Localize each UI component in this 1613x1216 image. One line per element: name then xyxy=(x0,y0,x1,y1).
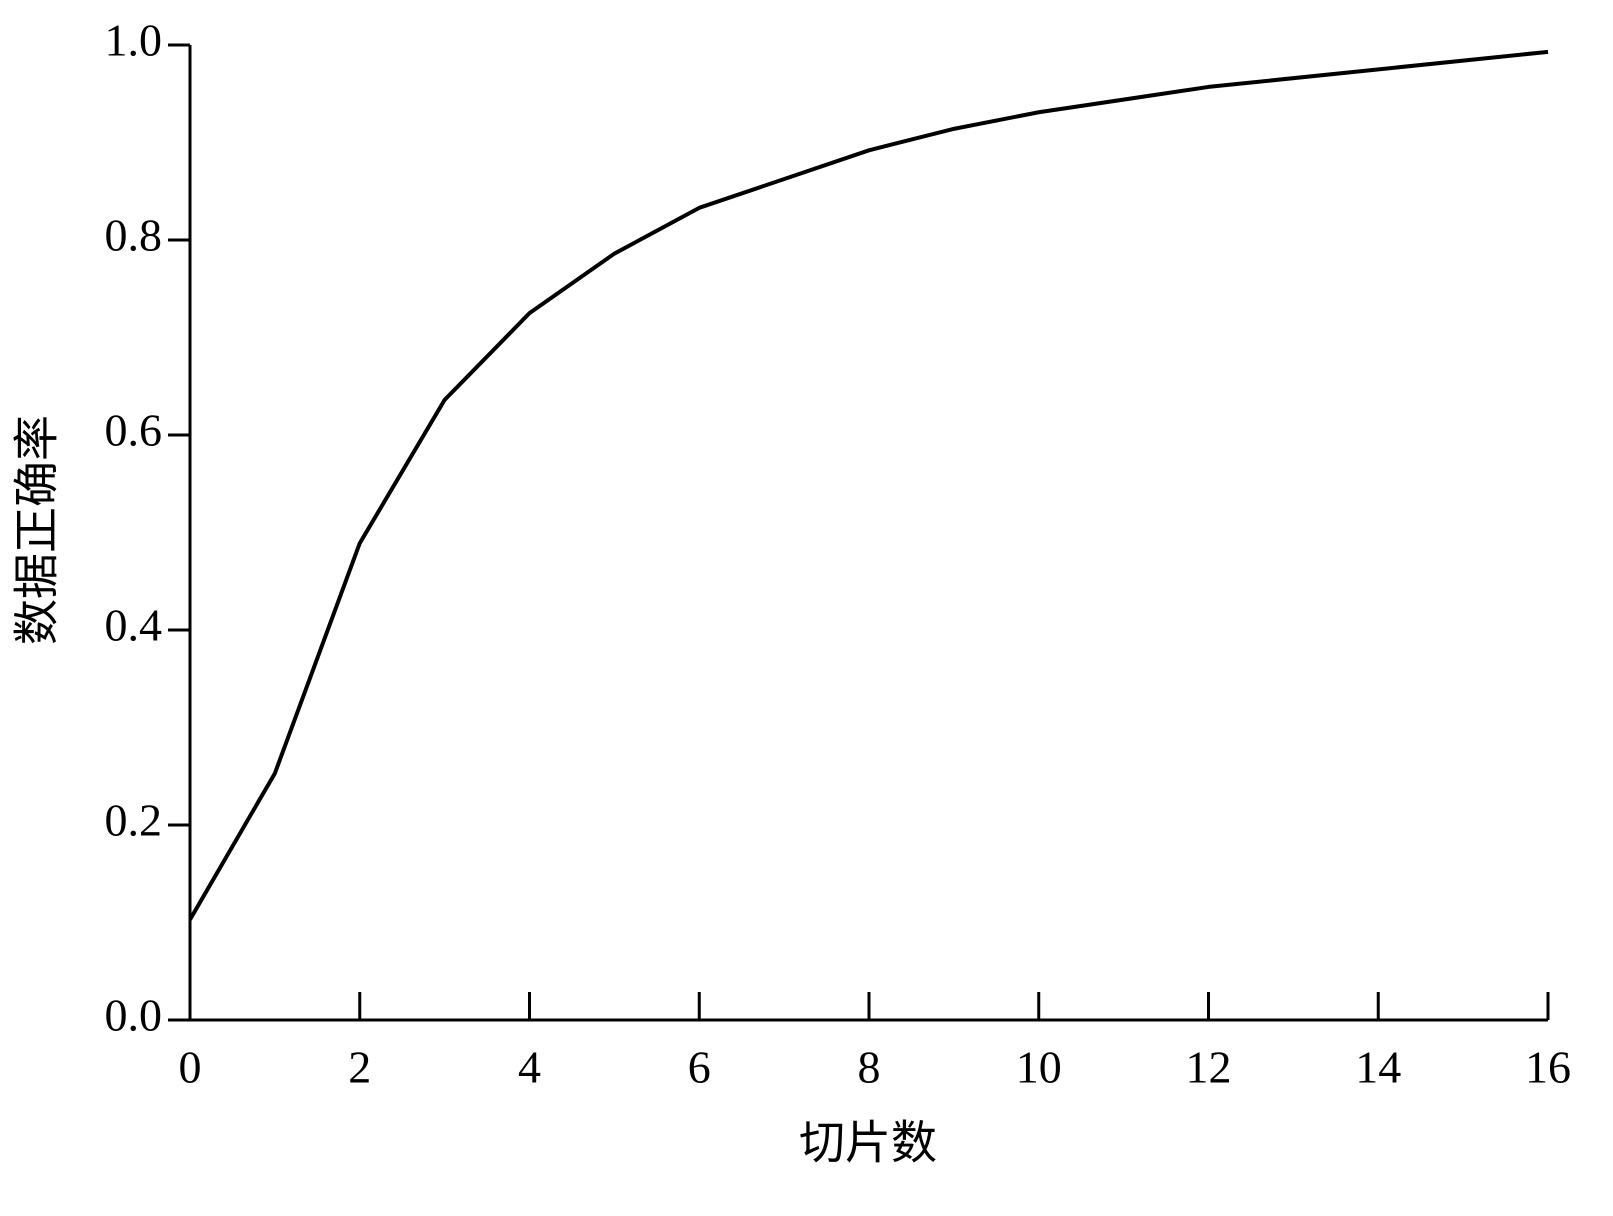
x-tick-label: 4 xyxy=(518,1042,541,1093)
y-tick-label: 0.4 xyxy=(105,600,163,651)
y-tick-label: 0.2 xyxy=(105,795,163,846)
x-tick-label: 6 xyxy=(688,1042,711,1093)
x-tick-label: 2 xyxy=(348,1042,371,1093)
y-tick-label: 0.8 xyxy=(105,210,163,261)
y-tick-label: 0.0 xyxy=(105,990,163,1041)
y-axis-label: 数据正确率 xyxy=(12,415,63,645)
x-tick-label: 0 xyxy=(179,1042,202,1093)
x-tick-label: 10 xyxy=(1016,1042,1062,1093)
y-tick-label: 0.6 xyxy=(105,405,163,456)
x-axis-label: 切片数 xyxy=(799,1118,937,1169)
x-tick-label: 14 xyxy=(1355,1042,1401,1093)
x-tick-label: 8 xyxy=(858,1042,881,1093)
y-tick-label: 1.0 xyxy=(105,15,163,66)
data-line xyxy=(188,49,1549,921)
x-tick-label: 12 xyxy=(1186,1042,1232,1093)
x-tick-label: 16 xyxy=(1525,1042,1571,1093)
